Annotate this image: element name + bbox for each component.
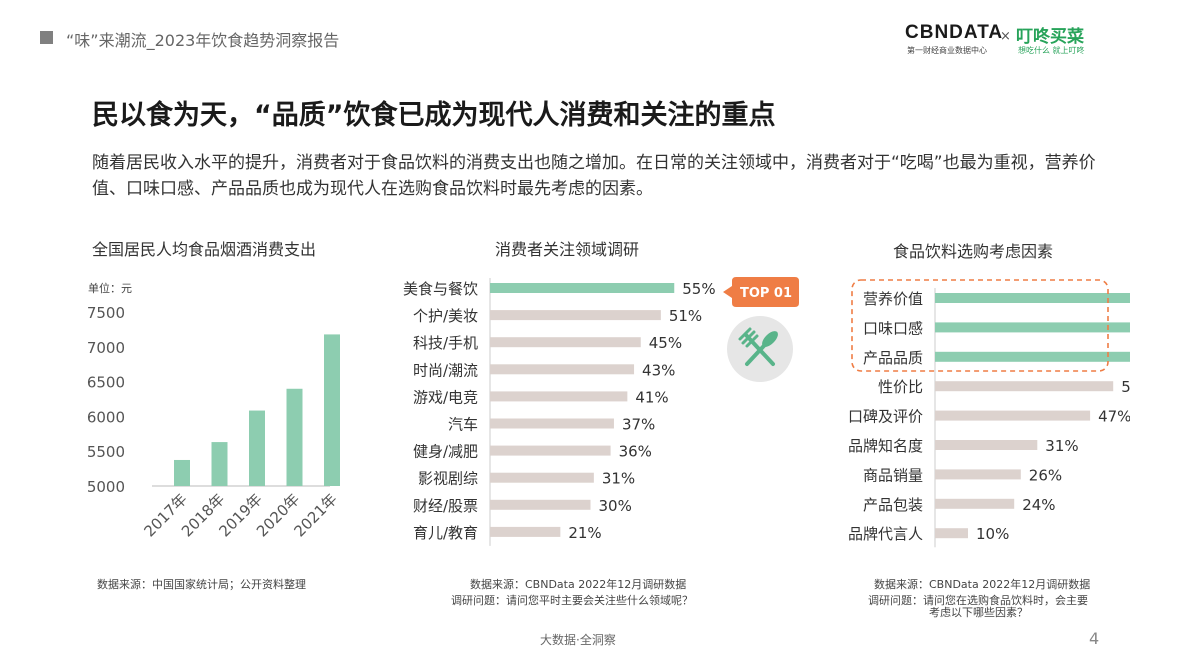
- dingdong-logo: 叮咚买菜: [1016, 27, 1084, 47]
- chart2-bar: [490, 418, 614, 429]
- chart1-bar: [249, 410, 265, 486]
- chart3-category-label: 品牌知名度: [848, 437, 923, 455]
- chart2-value-label: 36%: [619, 443, 652, 461]
- dingdong-logo-slogan: 想吃什么 就上叮咚: [1018, 46, 1085, 55]
- chart1-ytick-label: 5000: [87, 478, 125, 496]
- chart2-category-label: 个护/美妆: [413, 307, 478, 325]
- chart3-question-line1: 调研问题：请问您在选购食品饮料时，会主要: [868, 594, 1088, 607]
- chart2-bar: [490, 526, 561, 537]
- chart2-category-label: 时尚/潮流: [413, 361, 478, 379]
- chart3-bar: [935, 440, 1038, 450]
- chart2-value-label: 45%: [649, 334, 682, 352]
- chart3-category-label: 商品销量: [863, 466, 923, 484]
- fork-knife-icon-knife-blade: [762, 331, 778, 347]
- chart2-attention-areas-chart: 美食与餐饮 55% 个护/美妆 51% 科技/手机 45% 时尚/潮流 43% 游戏/电竞 41%…: [403, 277, 799, 546]
- chart1-ytick-label: 6000: [87, 408, 125, 426]
- cbndata-logo-subtitle: 第一财经商业数据中心: [907, 46, 987, 55]
- chart2-value-label: 55%: [682, 280, 715, 298]
- chart2-bar: [490, 472, 594, 483]
- chart2-category-label: 健身/减肥: [413, 443, 478, 461]
- chart3-bar: [935, 469, 1021, 480]
- chart2-category-label: 育儿/教育: [413, 524, 478, 542]
- chart2-question: 调研问题：请问您平时主要会关注些什么领域呢？: [451, 594, 693, 607]
- chart1-ytick-label: 6500: [87, 374, 125, 392]
- chart3-bar: [935, 381, 1114, 392]
- chart3-bar: [935, 293, 1130, 303]
- chart1-bar: [324, 334, 340, 486]
- top01-badge: [723, 277, 799, 307]
- chart2-bar: [490, 283, 675, 293]
- chart3-value-label: 26%: [1029, 466, 1062, 484]
- chart2-value-label: 30%: [599, 497, 632, 515]
- chart2-value-label: 51%: [669, 307, 702, 325]
- chart1-source: 数据来源：中国国家统计局；公开资料整理: [97, 578, 306, 591]
- chart2-category-label: 影视剧综: [418, 470, 478, 488]
- chart2-title: 消费者关注领域调研: [495, 240, 640, 259]
- chart3-value-label: 24%: [1022, 496, 1055, 514]
- chart3-bar: [935, 351, 1130, 362]
- chart2-category-label: 美食与餐饮: [403, 280, 478, 298]
- chart3-purchase-factors-chart: 营养价值72%口味口感71%产品品质67%性价比54%口碑及评价47%品牌知名度…: [848, 279, 1130, 548]
- chart2-category-label: 汽车: [448, 416, 478, 434]
- chart3-category-label: 口碑及评价: [848, 408, 923, 426]
- page-number: 4: [1089, 629, 1100, 648]
- chart3-bar: [935, 410, 1091, 421]
- chart3-category-label: 性价比: [878, 378, 923, 396]
- chart1-bar: [211, 442, 228, 486]
- chart3-category-label: 产品品质: [863, 349, 923, 367]
- chart3-bar: [935, 528, 968, 539]
- chart2-value-label: 43%: [642, 361, 675, 379]
- chart3-value-label: 31%: [1045, 437, 1078, 455]
- chart3-category-label: 产品包装: [863, 496, 923, 514]
- chart3-category-label: 营养价值: [863, 290, 923, 308]
- chart1-unit-label: 单位：元: [88, 281, 132, 295]
- chart2-value-label: 41%: [635, 388, 668, 406]
- chart1-ytick-label: 5500: [87, 443, 125, 461]
- chart2-bar: [490, 364, 635, 375]
- chart3-bar: [935, 322, 1130, 333]
- logo-separator: ×: [1000, 29, 1011, 44]
- chart1-bar: [174, 459, 190, 486]
- chart1-bar: [286, 388, 303, 486]
- chart1-consumption-bar-chart: 单位：元5000550060006500700075002017年2018年20…: [87, 281, 341, 540]
- chart2-category-label: 财经/股票: [413, 497, 478, 515]
- chart2-category-label: 游戏/电竞: [413, 388, 478, 406]
- chart2-bar: [490, 337, 641, 348]
- chart2-value-label: 37%: [622, 416, 655, 434]
- chart1-ytick-label: 7000: [87, 339, 125, 357]
- cbndata-logo: CBNDATA: [905, 22, 1004, 43]
- page-title: 民以食为天，“品质”饮食已成为现代人消费和关注的重点: [92, 100, 776, 131]
- report-title: “味”来潮流_2023年饮食趋势洞察报告: [66, 31, 340, 50]
- chart3-value-label: 10%: [976, 525, 1009, 543]
- chart3-category-label: 品牌代言人: [848, 525, 923, 543]
- chart3-category-label: 口味口感: [863, 319, 923, 337]
- footer-slogan: 大数据·全洞察: [540, 633, 616, 647]
- chart3-source: 数据来源：CBNData 2022年12月调研数据: [874, 578, 1091, 591]
- chart3-title: 食品饮料选购考虑因素: [893, 242, 1054, 261]
- chart2-value-label: 21%: [568, 524, 601, 542]
- chart1-title: 全国居民人均食品烟酒消费支出: [92, 240, 317, 259]
- chart3-bar: [935, 498, 1015, 509]
- chart3-question-line2: 考虑以下哪些因素？: [929, 606, 1028, 619]
- chart3-value-label: 54%: [1121, 378, 1130, 396]
- chart2-category-label: 科技/手机: [413, 334, 478, 352]
- chart2-bar: [490, 499, 591, 510]
- top01-badge-label: TOP 01: [740, 286, 792, 301]
- chart2-value-label: 31%: [602, 470, 635, 488]
- chart2-bar: [490, 310, 661, 321]
- intro-paragraph: 随着居民收入水平的提升，消费者对于食品饮料的消费支出也随之增加。在日常的关注领域…: [92, 153, 1096, 199]
- fork-knife-icon-fork-tines: [738, 327, 759, 348]
- chart2-bar: [490, 445, 611, 456]
- chart2-source: 数据来源：CBNData 2022年12月调研数据: [470, 578, 687, 591]
- chart1-ytick-label: 7500: [87, 304, 125, 322]
- chart3-value-label: 47%: [1098, 408, 1130, 426]
- header-square-icon: [40, 31, 53, 44]
- chart2-bar: [490, 391, 628, 402]
- top3-highlight-frame: [851, 279, 1109, 372]
